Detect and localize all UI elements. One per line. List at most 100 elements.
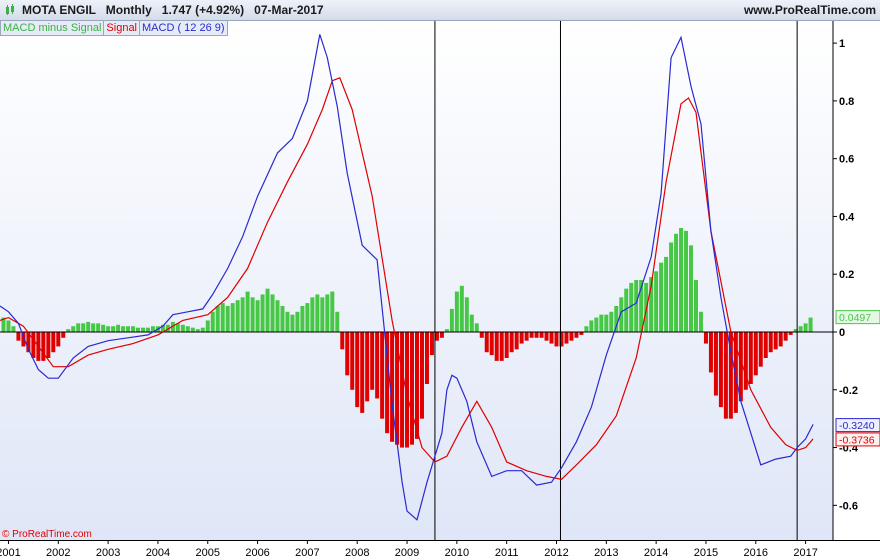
histogram-bar [793, 329, 798, 332]
value-tag-box [835, 310, 880, 325]
candlestick-icon [6, 4, 14, 15]
histogram-bar [698, 311, 703, 332]
histogram-bar [31, 332, 36, 358]
histogram-bar [559, 332, 564, 347]
histogram-bar [419, 332, 424, 419]
histogram-bar [106, 326, 111, 332]
histogram-bar [136, 327, 141, 332]
histogram-bar [489, 332, 494, 356]
histogram-bar [76, 323, 81, 332]
x-tick-label: 2009 [395, 547, 419, 559]
histogram-bar [494, 332, 499, 361]
histogram-bar [808, 317, 813, 332]
x-tick-label: 2015 [694, 547, 718, 559]
histogram-bar [235, 300, 240, 332]
histogram-bar [728, 332, 733, 419]
histogram-bar [514, 332, 519, 350]
histogram-bar [748, 332, 753, 384]
x-tick-label: 2007 [295, 547, 319, 559]
histogram-bar [669, 242, 674, 332]
histogram-bar [684, 230, 689, 332]
histogram-bar [340, 332, 345, 350]
y-tick-label: 0.8 [839, 96, 854, 108]
y-tick-label: 1 [839, 38, 845, 50]
histogram-bar [395, 332, 400, 445]
histogram-bar [295, 311, 300, 332]
value-tag-box [835, 432, 880, 447]
legend-histogram[interactable]: MACD minus Signal [0, 20, 105, 36]
histogram-bar [778, 332, 783, 347]
vertical-markers [434, 20, 798, 540]
histogram-bar [414, 332, 419, 439]
histogram-bar [803, 323, 808, 332]
histogram-bar [410, 332, 415, 445]
histogram-bar [21, 332, 26, 347]
histogram-bar [111, 326, 116, 332]
histogram-bar [743, 332, 748, 390]
histogram-bar [121, 326, 126, 332]
histogram-bar [509, 332, 514, 353]
histogram-bar [400, 332, 405, 448]
y-tick-label: 0.4 [839, 211, 855, 223]
signal-line [0, 77, 814, 480]
histogram-bar [26, 332, 31, 353]
histogram-bar [285, 311, 290, 332]
plot-background [0, 20, 833, 540]
histogram-bar [96, 323, 101, 332]
histogram-bar [504, 332, 509, 358]
histogram-bar [315, 294, 320, 332]
copyright-text: © ProRealTime.com [2, 529, 92, 540]
histogram-bar [265, 288, 270, 332]
histogram-bar [325, 294, 330, 332]
histogram-bar [524, 332, 529, 341]
histogram-bar [449, 308, 454, 332]
macd-line [0, 34, 814, 521]
x-tick-label: 2005 [196, 547, 220, 559]
legend-signal[interactable]: Signal [103, 20, 140, 36]
histogram-bar [534, 332, 539, 338]
x-tick-label: 2004 [146, 547, 170, 559]
histogram-bar [305, 303, 310, 332]
x-tick-label: 2017 [793, 547, 817, 559]
last-value-tags: 0.0497 -0.3240 -0.3736 [835, 310, 880, 447]
value-tag-label: 0.0497 [839, 312, 871, 324]
histogram-bar [549, 332, 554, 344]
histogram-bar [564, 332, 569, 344]
histogram-bar [659, 262, 664, 332]
histogram-bar [713, 332, 718, 396]
histogram-bar [11, 326, 16, 332]
x-tick-label: 2012 [544, 547, 568, 559]
histogram-bar [145, 327, 150, 332]
histogram-bar [275, 300, 280, 332]
site-link[interactable]: www.ProRealTime.com [743, 3, 876, 17]
x-tick-label: 2011 [495, 547, 519, 559]
histogram-bar [783, 332, 788, 341]
histogram-bar [459, 285, 464, 332]
series-lines [0, 34, 814, 521]
histogram-bar [335, 311, 340, 332]
histogram-bar [454, 291, 459, 332]
histogram-bar [86, 321, 91, 332]
histogram-bar [464, 297, 469, 332]
histogram-bar [380, 332, 385, 419]
histogram-bar [200, 327, 205, 332]
histogram-bar [718, 332, 723, 408]
histogram-bar [270, 294, 275, 332]
histogram-bar [479, 332, 484, 338]
histogram-bar [390, 332, 395, 442]
chart-header: MOTA ENGIL Monthly 1.747 (+4.92%) 07-Mar… [0, 0, 880, 21]
histogram-bar [1, 317, 6, 332]
histogram-bar [385, 332, 390, 434]
histogram-bar [355, 332, 360, 408]
instrument-title: MOTA ENGIL Monthly 1.747 (+4.92%) 07-Mar… [22, 3, 324, 17]
histogram-bar [46, 332, 51, 358]
histogram-bar [175, 323, 180, 332]
histogram-bar [624, 288, 629, 332]
histogram-bar [758, 332, 763, 367]
y-tick-label: -0.6 [839, 500, 858, 512]
x-tick-label: 2013 [594, 547, 618, 559]
legend-macd[interactable]: MACD ( 12 26 9) [139, 20, 228, 36]
histogram-bar [544, 332, 549, 341]
y-tick-label: 0 [839, 327, 845, 339]
histogram-bar [131, 326, 136, 332]
